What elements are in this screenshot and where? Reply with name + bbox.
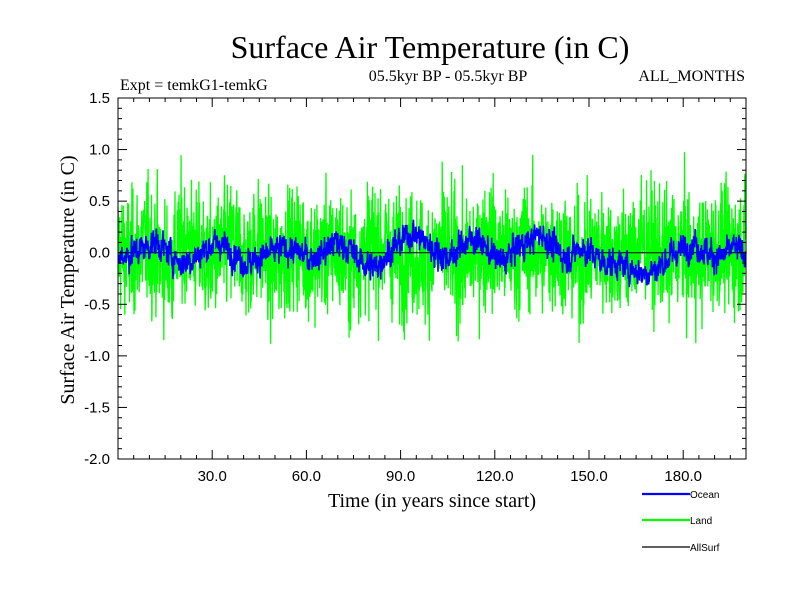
y-tick-label: -2.0 [84, 451, 110, 468]
y-tick-label: 1.0 [89, 142, 110, 159]
series-line-ocean [117, 219, 747, 288]
y-tick-label: -0.5 [84, 296, 110, 313]
chart-subtitle-left: Expt = temkG1-temkG [120, 77, 268, 94]
legend: Ocean Land AllSurf [642, 490, 720, 554]
legend-label-ocean: Ocean [690, 490, 719, 501]
series-layer [117, 152, 747, 344]
legend-label-allsurf: AllSurf [690, 543, 720, 554]
x-tick-label: 60.0 [292, 468, 321, 485]
y-tick-label: -1.5 [84, 399, 110, 416]
y-tick-label: 0.0 [89, 245, 110, 262]
x-tick-label: 120.0 [476, 468, 514, 485]
x-tick-label: 180.0 [664, 468, 702, 485]
legend-label-land: Land [690, 516, 712, 527]
chart-title: Surface Air Temperature (in C) [231, 29, 630, 65]
y-tick-label: 1.5 [89, 90, 110, 107]
x-tick-label: 30.0 [198, 468, 227, 485]
chart-subtitle-right: ALL_MONTHS [638, 68, 745, 85]
x-axis-label: Time (in years since start) [328, 490, 536, 512]
y-axis-label: Surface Air Temperature (in C) [57, 155, 79, 404]
x-tick-label: 90.0 [386, 468, 415, 485]
x-tick-label: 150.0 [570, 468, 608, 485]
axes-layer: -2.0 -1.5 -1.0 -0.5 0.0 0.5 1.0 1.5 30.0 60.0 90.0… [84, 90, 747, 485]
y-tick-label: 0.5 [89, 193, 110, 210]
y-tick-label: -1.0 [84, 348, 110, 365]
chart-subtitle-center: 05.5kyr BP - 05.5kyr BP [369, 68, 528, 85]
